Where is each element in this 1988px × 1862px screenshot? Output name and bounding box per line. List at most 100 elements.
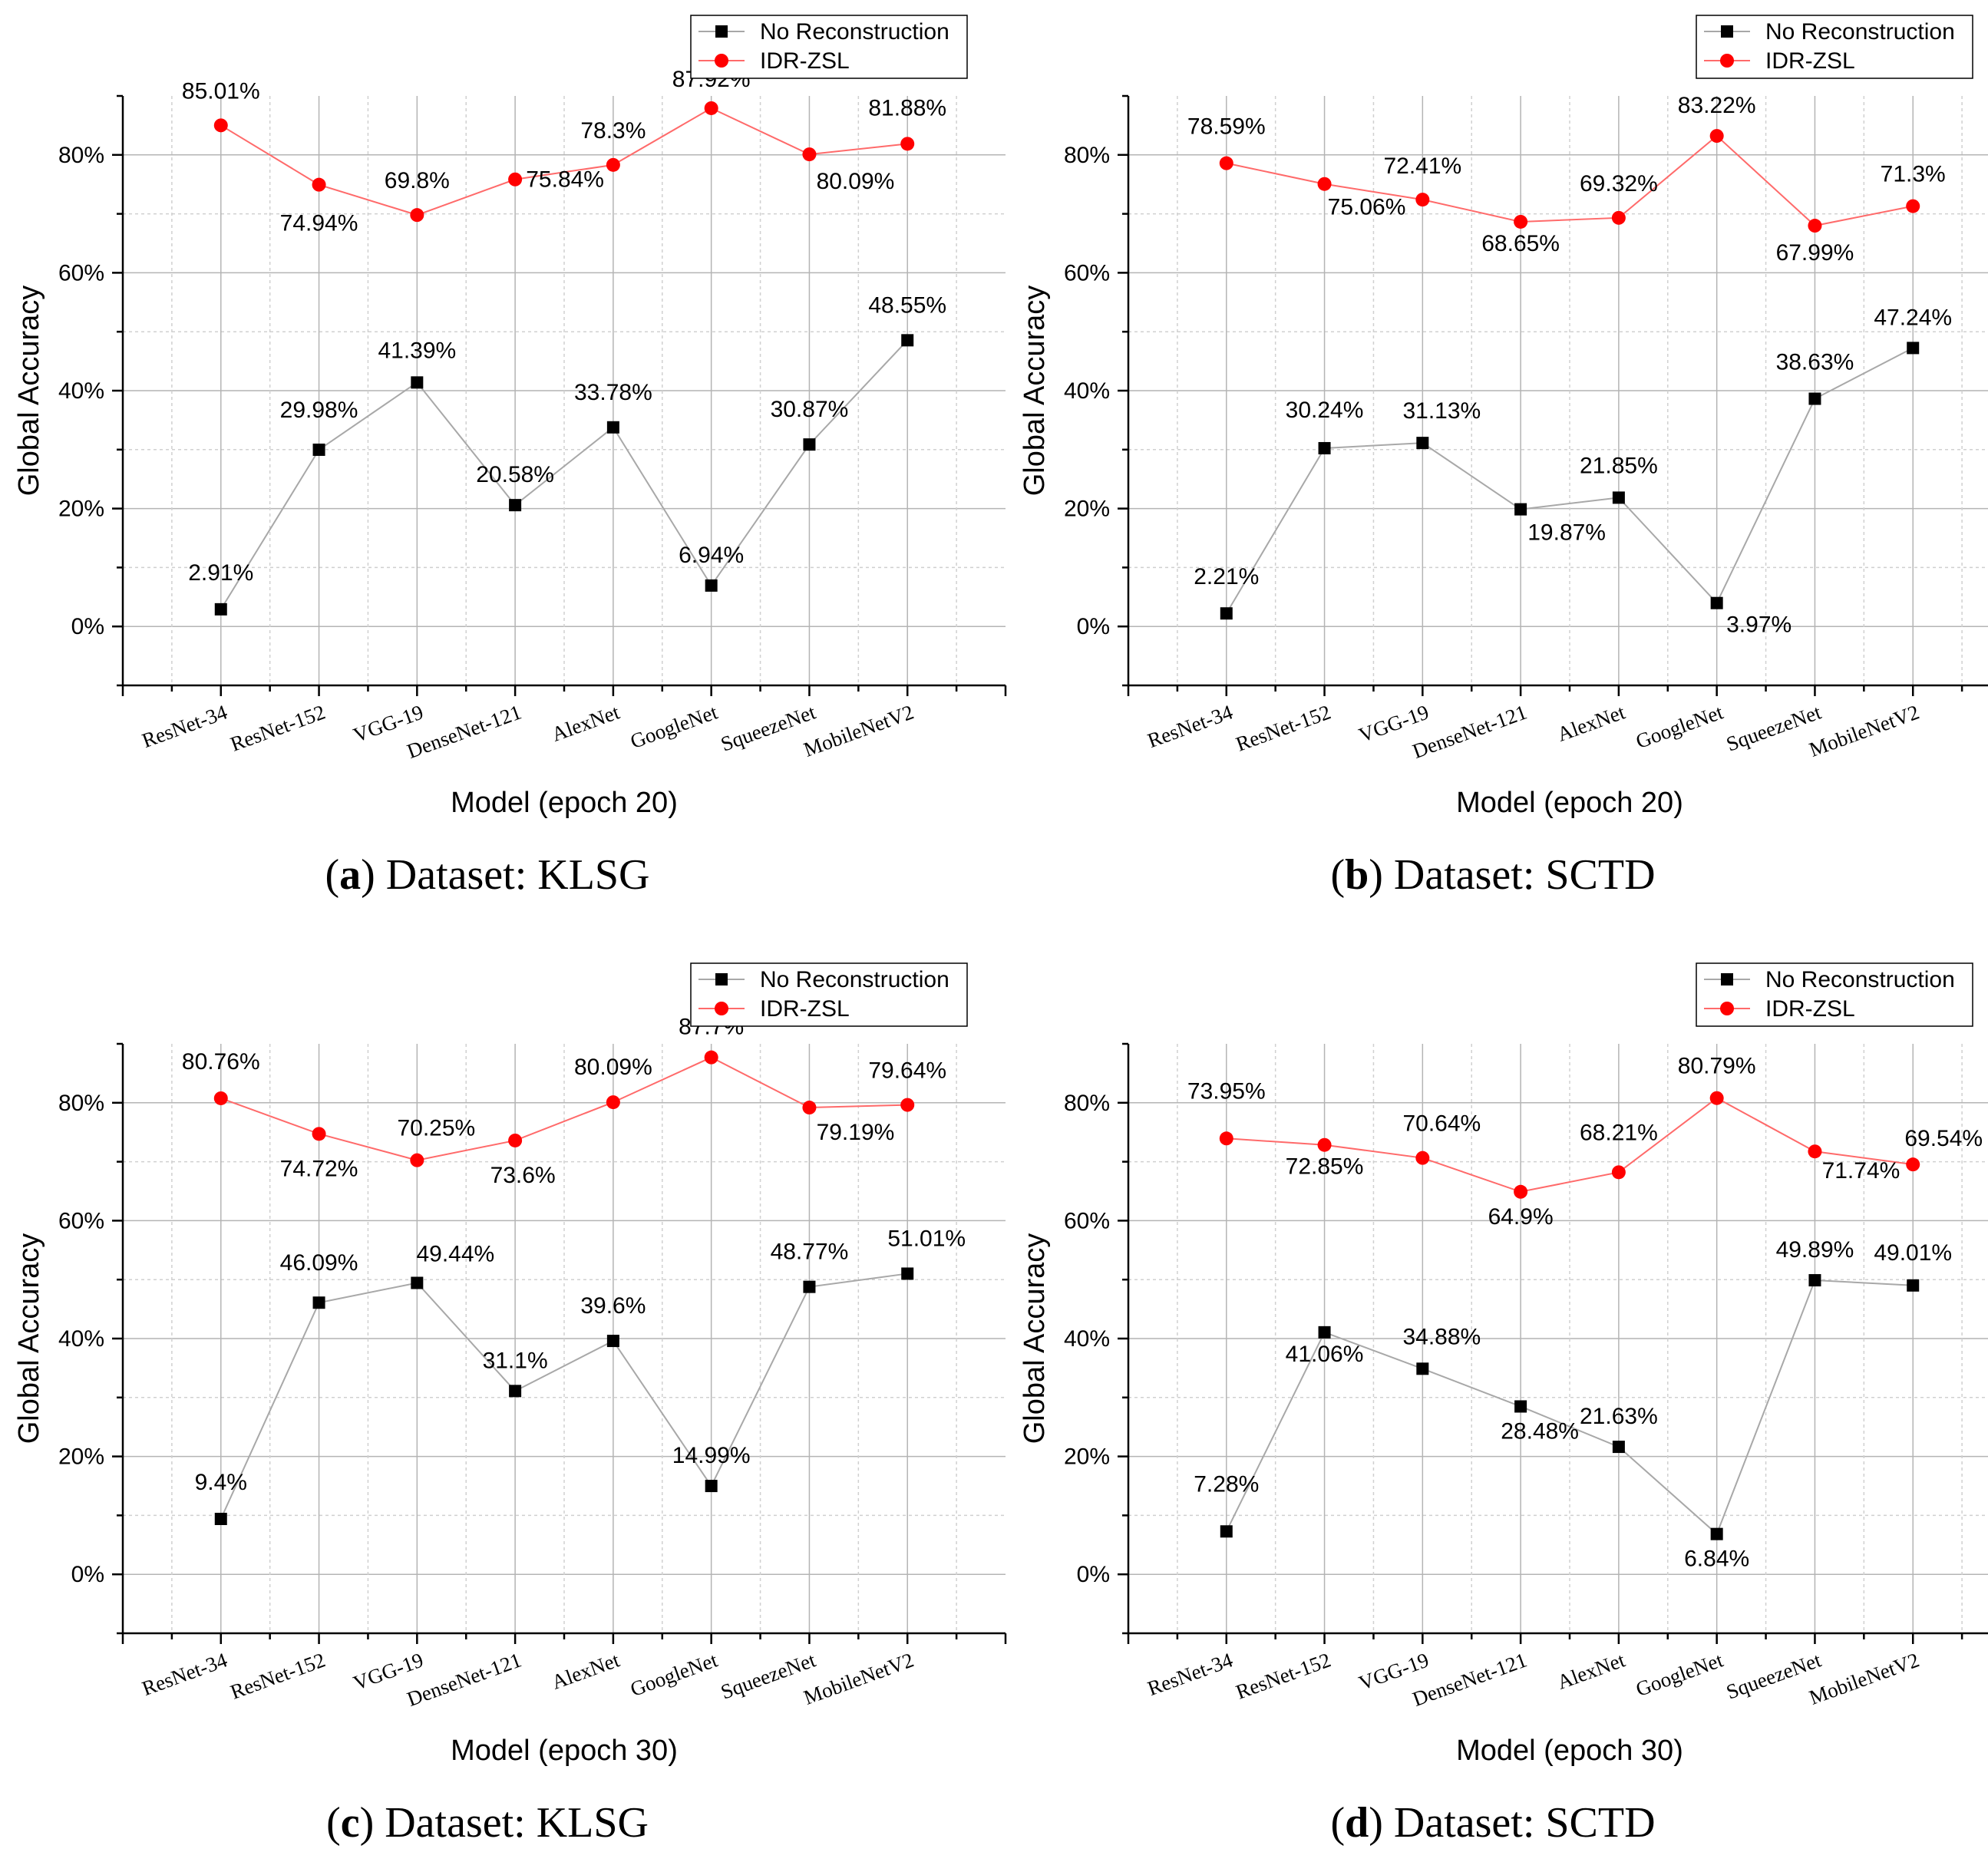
grid: [1128, 96, 1988, 685]
x-tick-label: ResNet-152: [227, 700, 328, 755]
data-point-circle: [508, 172, 523, 187]
grid: [123, 1044, 1006, 1633]
y-tick-label: 80%: [1064, 1091, 1110, 1116]
data-label: 7.28%: [1194, 1471, 1259, 1497]
y-tick-label: 80%: [1064, 143, 1110, 168]
data-label: 79.64%: [868, 1058, 946, 1084]
data-label: 71.74%: [1822, 1158, 1900, 1184]
data-label: 75.06%: [1328, 195, 1406, 220]
series-no-reconstruction: 2.21% 30.24% 31.13% 19.87% 21.85% 3.97% 38.63%…: [1194, 305, 1952, 637]
y-tick-label: 20%: [1064, 497, 1110, 522]
data-label: 67.99%: [1776, 240, 1854, 266]
x-tick-label: DenseNet-121: [1409, 700, 1530, 763]
legend-label: IDR-ZSL: [1765, 996, 1855, 1022]
legend-circle-marker: [715, 54, 728, 68]
data-point-square: [1220, 607, 1233, 620]
x-tick-label: ResNet-34: [139, 1648, 230, 1700]
y-tick-label: 80%: [58, 1091, 104, 1116]
data-label: 73.6%: [490, 1163, 556, 1188]
data-point-square: [803, 438, 816, 451]
data-point-circle: [606, 1095, 620, 1110]
data-label: 33.78%: [574, 380, 652, 405]
data-label: 49.44%: [416, 1242, 494, 1267]
data-point-square: [1808, 392, 1821, 405]
grid: [123, 96, 1006, 685]
x-tick-label: ResNet-34: [1144, 700, 1236, 752]
y-tick-label: 60%: [58, 260, 104, 286]
data-point-circle: [802, 1101, 817, 1115]
y-axis-title: Global Accuracy: [1019, 286, 1051, 497]
x-axis-title: Model (epoch 20): [1456, 787, 1683, 819]
legend-box: [1696, 962, 1973, 1027]
data-point-square: [1514, 1400, 1527, 1413]
data-point-circle: [1906, 199, 1920, 213]
data-point-square: [1710, 596, 1723, 609]
data-label: 41.39%: [378, 338, 456, 363]
y-tick-label: 40%: [1064, 1326, 1110, 1352]
data-point-circle: [1611, 1165, 1626, 1180]
x-tick-label: MobileNetV2: [801, 700, 916, 761]
data-label: 69.8%: [385, 168, 450, 193]
y-axis-title: Global Accuracy: [13, 1233, 45, 1444]
data-point-square: [312, 443, 325, 456]
data-label: 70.64%: [1402, 1111, 1481, 1137]
data-label: 80.76%: [182, 1049, 260, 1075]
data-label: 2.21%: [1194, 564, 1259, 589]
x-tick-label: ResNet-152: [1233, 700, 1333, 755]
series-idr-zsl: 78.59% 75.06% 72.41% 68.65% 69.32% 83.22% 67.9…: [1187, 93, 1946, 266]
x-tick-label: DenseNet-121: [1409, 1648, 1530, 1711]
data-label: 48.55%: [868, 292, 946, 318]
data-label: 68.65%: [1481, 231, 1560, 256]
panel-caption: (a) Dataset: KLSG: [325, 851, 649, 899]
x-tick-label: AlexNet: [549, 1648, 623, 1694]
x-tick-label: ResNet-152: [1233, 1648, 1333, 1703]
data-label: 72.41%: [1383, 154, 1461, 179]
data-label: 31.1%: [483, 1348, 548, 1373]
data-point-square: [1907, 342, 1920, 355]
legend-box: [1696, 15, 1973, 79]
x-tick-label: AlexNet: [1554, 1648, 1629, 1694]
y-tick-label: 60%: [1064, 260, 1110, 286]
legend-label: No Reconstruction: [760, 967, 949, 992]
data-point-square: [705, 1480, 718, 1493]
legend-box: [690, 962, 968, 1027]
data-point-square: [411, 1276, 424, 1289]
data-point-circle: [1415, 1151, 1430, 1165]
data-point-circle: [1219, 156, 1233, 170]
series-idr-zsl: 85.01%74.94%69.8% 75.84%78.3%87.92%80.09%…: [182, 67, 946, 236]
data-point-square: [606, 1335, 619, 1348]
legend-label: IDR-ZSL: [760, 48, 850, 74]
x-axis-title: Model (epoch 20): [451, 787, 678, 819]
y-tick-label: 0%: [71, 614, 104, 639]
data-label: 80.09%: [574, 1055, 652, 1080]
legend-label: IDR-ZSL: [760, 996, 850, 1022]
series-line: [220, 1056, 908, 1161]
data-point-circle: [312, 177, 326, 192]
data-point-square: [214, 1513, 227, 1526]
x-tick-label: MobileNetV2: [1806, 700, 1922, 761]
x-tick-label: GoogleNet: [627, 1648, 721, 1701]
data-point-circle: [1514, 1184, 1528, 1199]
data-point-square: [1907, 1279, 1920, 1292]
data-point-circle: [900, 137, 915, 151]
series-no-reconstruction: 2.91% 29.98% 41.39% 20.58% 33.78% 6.94% 30.87%…: [188, 292, 946, 616]
data-point-circle: [1709, 129, 1724, 144]
y-tick-label: 0%: [1077, 614, 1110, 639]
data-label: 3.97%: [1726, 612, 1792, 638]
x-tick-label: GoogleNet: [1633, 700, 1726, 753]
data-label: 69.32%: [1580, 171, 1658, 196]
legend: No Reconstruction IDR-ZSL: [1696, 15, 1973, 79]
y-tick-label: 40%: [58, 378, 104, 404]
panel-caption: (b) Dataset: SCTD: [1330, 851, 1655, 899]
series-line: [1225, 1279, 1914, 1536]
data-point-circle: [1514, 214, 1528, 229]
x-tick-label: DenseNet-121: [404, 700, 524, 763]
data-point-square: [1514, 503, 1527, 516]
data-point-circle: [410, 1153, 424, 1167]
data-label: 70.25%: [397, 1116, 475, 1141]
data-label: 78.3%: [580, 118, 646, 144]
legend: No Reconstruction IDR-ZSL: [1696, 962, 1973, 1027]
data-label: 46.09%: [280, 1250, 358, 1276]
